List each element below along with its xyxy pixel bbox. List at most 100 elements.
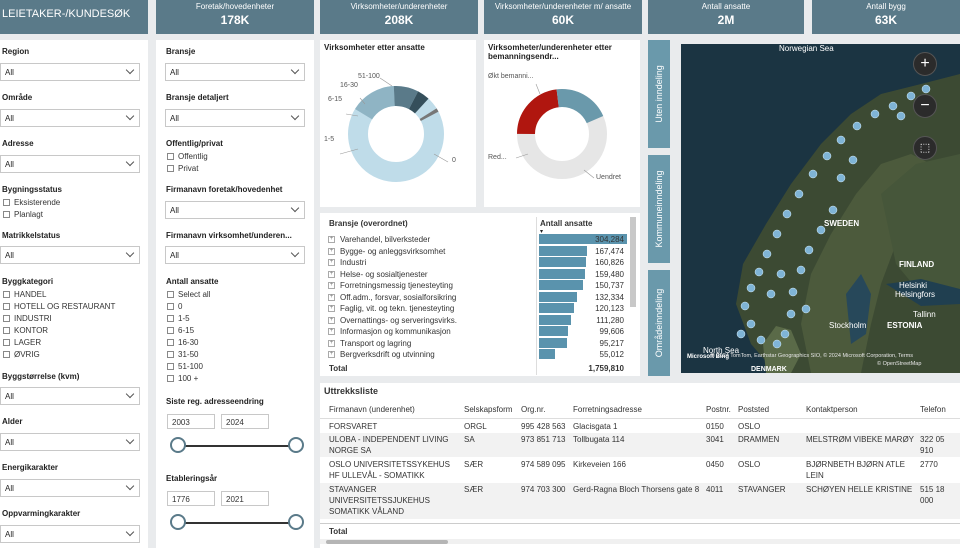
map-visual[interactable]: Norwegian Sea SWEDEN FINLAND Helsinki He… xyxy=(681,44,960,373)
column-header-bransje[interactable]: Bransje (overordnet) xyxy=(329,219,408,228)
checkbox-industri[interactable]: INDUSTRI xyxy=(3,314,52,323)
bransje-row-name[interactable]: Forretningsmessig tjenesteyting xyxy=(340,281,453,290)
column-header-telefon[interactable]: Telefon xyxy=(920,405,946,414)
bransje-row-name[interactable]: Industri xyxy=(340,258,367,267)
matrikkelstatus-dropdown[interactable]: All xyxy=(0,246,140,264)
bransje-row-name[interactable]: Helse- og sosialtjenester xyxy=(340,269,428,279)
map-select-button[interactable]: ⬚ xyxy=(913,136,937,160)
bransje-row-name[interactable]: Informasjon og kommunikasjon xyxy=(340,327,451,336)
checkbox-kontor[interactable]: KONTOR xyxy=(3,326,48,335)
expand-icon[interactable]: + xyxy=(328,339,335,347)
checkbox-handel[interactable]: HANDEL xyxy=(3,290,46,299)
checkbox-select-all[interactable]: Select all xyxy=(167,290,210,299)
bransje-row-name[interactable]: Off.adm., forsvar, sosialforsikring xyxy=(340,292,457,302)
firmanavn-foretak-dropdown[interactable]: All xyxy=(165,201,305,219)
siste-reg-to-input[interactable]: 2024 xyxy=(221,414,269,429)
bransje-row-name[interactable]: Bergverksdrift og utvinning xyxy=(340,350,435,359)
table-row[interactable] xyxy=(320,458,960,482)
etableringsar-to-input[interactable]: 2021 xyxy=(221,491,269,506)
omrade-dropdown[interactable]: All xyxy=(0,109,140,127)
expand-icon[interactable]: + xyxy=(328,328,335,335)
column-header-selskapsform[interactable]: Selskapsform xyxy=(464,405,513,414)
checkbox-ansatte-100-plus[interactable]: 100 + xyxy=(167,374,198,383)
zoom-in-button[interactable]: + xyxy=(913,52,937,76)
total-value: 1,759,810 xyxy=(588,364,624,373)
region-dropdown[interactable]: All xyxy=(0,63,140,81)
bransje-row-name[interactable]: Bygge- og anleggsvirksomhet xyxy=(340,246,446,256)
table-row[interactable] xyxy=(320,433,960,457)
checkbox-offentlig[interactable]: Offentlig xyxy=(167,152,208,161)
table-cell: Glacisgata 1 xyxy=(573,422,618,431)
byggstorrelse-dropdown[interactable]: All xyxy=(0,387,140,405)
left-filter-panel: Region All Område All Adresse All Bygnin… xyxy=(0,40,148,548)
expand-icon[interactable]: + xyxy=(328,316,335,324)
expand-icon[interactable]: + xyxy=(328,305,335,312)
donut-ansatte-card: Virksomheter etter ansatte 51-100 16-30 … xyxy=(320,40,476,207)
chevron-down-icon xyxy=(125,481,135,491)
column-header-firmanavn[interactable]: Firmanavn (underenhet) xyxy=(329,405,415,414)
checkbox-planlagt[interactable]: Planlagt xyxy=(3,210,43,219)
column-header-poststed[interactable]: Poststed xyxy=(738,405,770,414)
bransje-row-name[interactable]: Overnattings- og serveringsvirks. xyxy=(340,315,457,325)
expand-icon[interactable]: + xyxy=(328,293,335,301)
table-scrollbar[interactable] xyxy=(630,217,636,307)
dropdown-value: All xyxy=(170,206,179,215)
checkbox-ovrig[interactable]: ØVRIG xyxy=(3,350,40,359)
bransje-dropdown[interactable]: All xyxy=(165,63,305,81)
zoom-out-button[interactable]: − xyxy=(913,94,937,118)
checkbox-ansatte-16-30[interactable]: 16-30 xyxy=(167,338,198,347)
checkbox-hotell[interactable]: HOTELL OG RESTAURANT xyxy=(3,302,115,311)
donut-slice-6-15[interactable] xyxy=(348,86,444,182)
bransje-row-name[interactable]: Faglig, vit. og tekn. tjenesteyting xyxy=(340,304,455,313)
column-header-orgnr[interactable]: Org.nr. xyxy=(521,405,546,414)
checkbox-ansatte-31-50[interactable]: 31-50 xyxy=(167,350,198,359)
bransje-row-value: 99,606 xyxy=(599,327,624,336)
checkbox-ansatte-6-15[interactable]: 6-15 xyxy=(167,326,194,335)
column-header-postnr[interactable]: Postnr. xyxy=(706,405,731,414)
firmanavn-virksomhet-dropdown[interactable]: All xyxy=(165,246,305,264)
etableringsar-slider-min-handle[interactable] xyxy=(170,514,186,530)
expand-icon[interactable]: + xyxy=(328,259,335,266)
bransje-detaljert-dropdown[interactable]: All xyxy=(165,109,305,127)
adresse-dropdown[interactable]: All xyxy=(0,155,140,173)
table-row[interactable] xyxy=(320,483,960,519)
map-label-finland: FINLAND xyxy=(899,260,935,269)
checkbox-eksisterende[interactable]: Eksisterende xyxy=(3,198,60,207)
bransje-row-name[interactable]: Transport og lagring xyxy=(340,338,412,348)
tab-label: Områdeinndeling xyxy=(654,288,664,358)
siste-reg-slider-min-handle[interactable] xyxy=(170,437,186,453)
checkbox-ansatte-51-100[interactable]: 51-100 xyxy=(167,362,203,371)
checkbox-lager[interactable]: LAGER xyxy=(3,338,41,347)
checkbox-label: 0 xyxy=(178,302,183,311)
siste-reg-slider-max-handle[interactable] xyxy=(288,437,304,453)
bransje-row-name[interactable]: Varehandel, bilverksteder xyxy=(340,235,431,244)
tab-kommuneinndeling[interactable]: Kommuneinndeling xyxy=(648,155,670,263)
tab-uten-inndeling[interactable]: Uten inndeling xyxy=(648,40,670,148)
table-row[interactable] xyxy=(320,420,960,432)
checkbox-ansatte-1-5[interactable]: 1-5 xyxy=(167,314,190,323)
horizontal-scrollbar[interactable] xyxy=(326,540,448,544)
etableringsar-slider-max-handle[interactable] xyxy=(288,514,304,530)
tab-omradeinndeling[interactable]: Områdeinndeling xyxy=(648,270,670,376)
siste-reg-from-input[interactable]: 2003 xyxy=(167,414,215,429)
checkbox-privat[interactable]: Privat xyxy=(167,164,198,173)
donut-slice-okt[interactable] xyxy=(517,89,607,179)
map-osm-credit[interactable]: © OpenStreetMap xyxy=(877,361,922,367)
column-header-kontaktperson[interactable]: Kontaktperson xyxy=(806,405,858,414)
column-header-antall-ansatte[interactable]: Antall ansatte xyxy=(540,219,593,228)
kpi-value: 178K xyxy=(220,13,250,27)
column-header-forretningsadresse[interactable]: Forretningsadresse xyxy=(573,405,642,414)
lasso-select-icon: ⬚ xyxy=(919,142,931,154)
oppvarmingskarakter-dropdown[interactable]: All xyxy=(0,525,140,543)
expand-icon[interactable]: + xyxy=(328,270,335,278)
alder-dropdown[interactable]: All xyxy=(0,433,140,451)
etableringsar-from-input[interactable]: 1776 xyxy=(167,491,215,506)
energikarakter-dropdown[interactable]: All xyxy=(0,479,140,497)
expand-icon[interactable]: + xyxy=(328,351,335,358)
expand-icon[interactable]: + xyxy=(328,236,335,243)
expand-icon[interactable]: + xyxy=(328,282,335,289)
donut-bemanning-card: Virksomheter/underenheter etter bemannin… xyxy=(484,40,640,207)
table-cell: Tollbugata 114 xyxy=(573,435,625,444)
checkbox-ansatte-0[interactable]: 0 xyxy=(167,302,182,311)
expand-icon[interactable]: + xyxy=(328,247,335,255)
